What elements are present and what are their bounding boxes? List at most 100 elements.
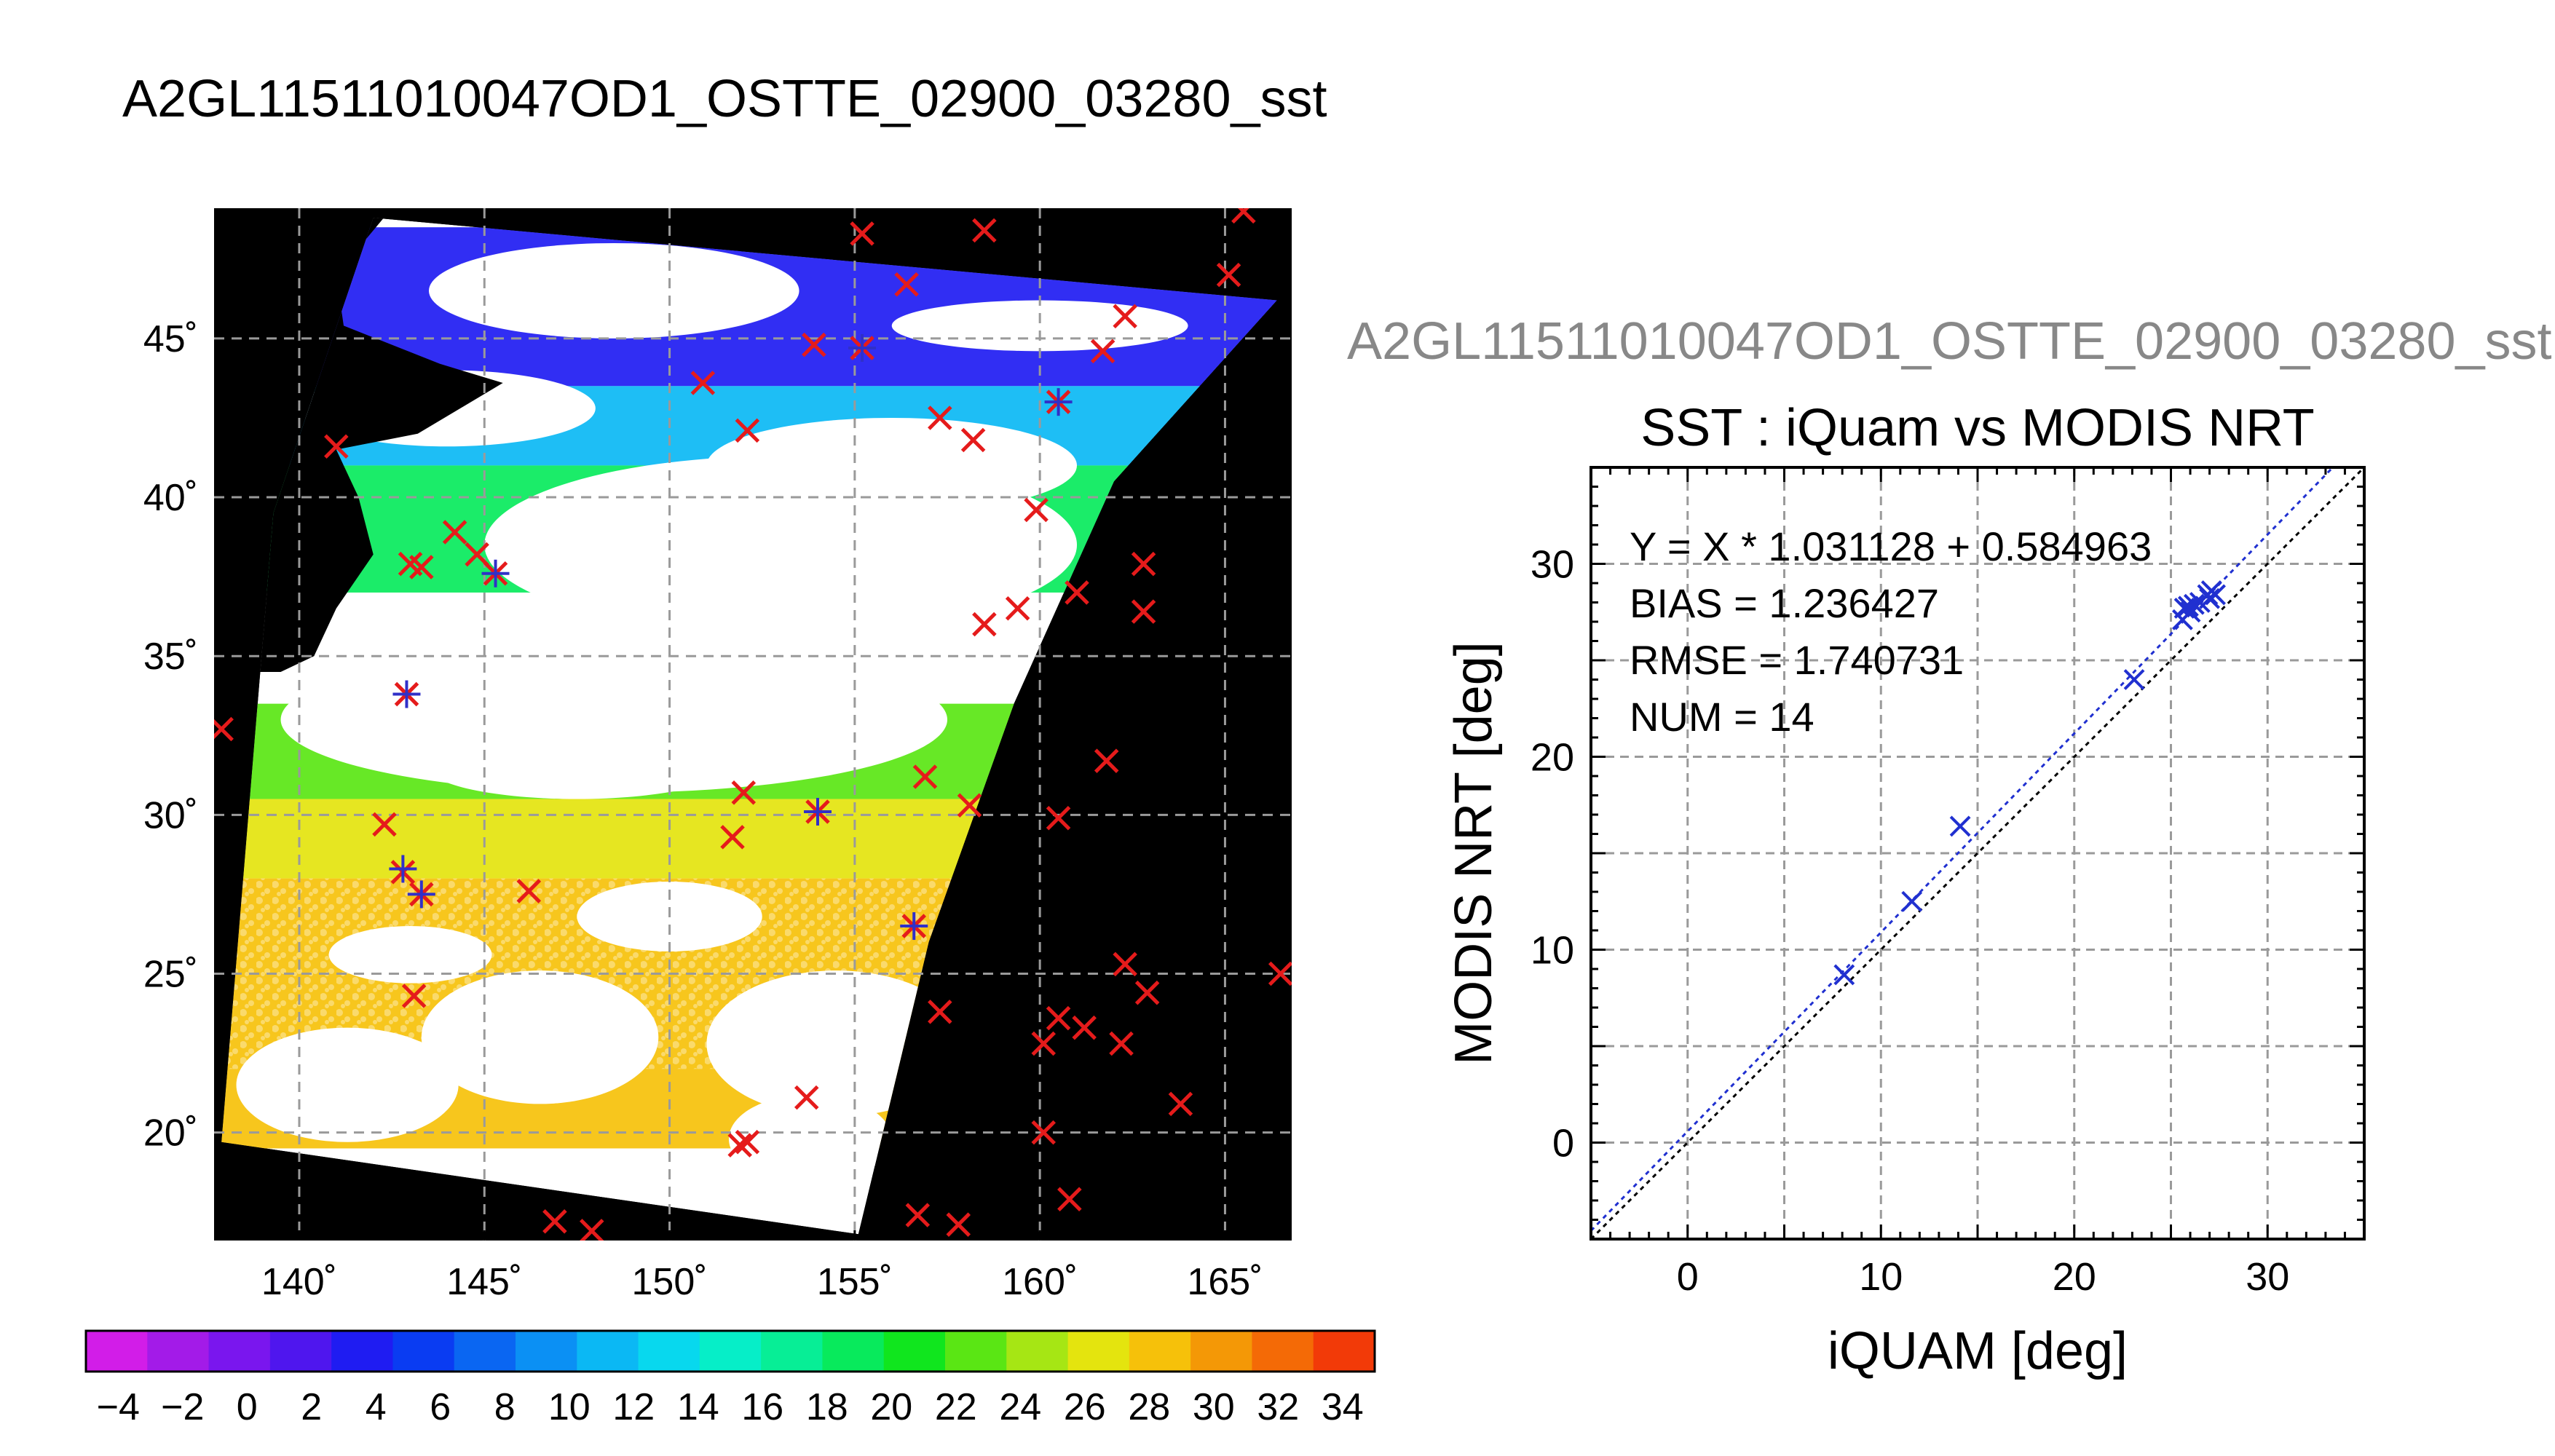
cloud-patch <box>521 545 966 704</box>
marker-stroke <box>409 555 434 579</box>
scatter-stat-annotation: NUM = 14 <box>1630 694 1814 740</box>
colorbar-tick-label: 26 <box>1064 1386 1106 1428</box>
overlay-title: A2GL11511010047OD1_OSTTE_02900_03280_sst <box>1347 312 2552 371</box>
marker-stroke <box>735 1129 760 1155</box>
scatter-x-tick-label: 20 <box>2053 1255 2096 1299</box>
marker-stroke <box>580 1219 604 1241</box>
marker-stroke <box>690 371 716 395</box>
matchup-marker <box>735 418 760 443</box>
marker-stroke <box>850 221 874 246</box>
marker-stroke <box>894 272 919 297</box>
point-stroke <box>1949 815 1971 837</box>
marker-stroke <box>928 405 952 430</box>
colorbar-tick-label: 20 <box>870 1386 912 1428</box>
matchup-marker <box>1109 1031 1134 1056</box>
point-stroke <box>2199 587 2221 609</box>
marker-stroke <box>735 418 760 443</box>
colorbar-tick-label: 14 <box>677 1386 719 1428</box>
point-stroke <box>1901 890 1923 912</box>
colorbar-tick-label: 8 <box>494 1386 516 1428</box>
matchup-marker <box>928 405 952 430</box>
colorbar-tick-label: 12 <box>612 1386 655 1428</box>
marker-stroke <box>1109 1031 1134 1056</box>
marker-stroke <box>912 764 938 789</box>
marker-stroke <box>731 780 757 805</box>
colorbar-segment <box>392 1331 455 1372</box>
marker-stroke <box>960 427 986 453</box>
cloud-patch <box>428 735 725 799</box>
matchup-marker <box>802 332 826 357</box>
marker-stroke <box>928 1000 952 1024</box>
matchup-marker <box>720 825 745 850</box>
matchup-marker <box>1031 1031 1057 1056</box>
colorbar-tick-label: 18 <box>806 1386 848 1428</box>
marker-stroke <box>1046 805 1071 831</box>
matchup-marker <box>1024 497 1049 523</box>
marker-stroke <box>1131 551 1156 577</box>
map-x-tick-label: 165˚ <box>1187 1261 1263 1303</box>
matchup-marker <box>1131 551 1156 577</box>
marker-stroke <box>401 984 427 1008</box>
marker-stroke <box>972 218 997 243</box>
marker-stroke <box>957 793 982 818</box>
used-matchup-marker <box>804 797 832 826</box>
used-matchup-marker <box>1044 388 1073 416</box>
marker-stroke <box>1268 961 1292 986</box>
scatter-y-tick-label: 20 <box>1531 736 1574 780</box>
marker-stroke <box>727 1133 752 1158</box>
colorbar-tick-label: 34 <box>1322 1386 1364 1428</box>
sst-swath <box>221 218 1277 1235</box>
marker-stroke <box>972 612 997 637</box>
matchup-marker <box>905 1203 931 1227</box>
scatter-x-axis-label: iQUAM [deg] <box>1828 1322 2128 1380</box>
marker-stroke <box>1231 208 1249 224</box>
scatter-stat-annotation: Y = X * 1.031128 + 0.584963 <box>1630 523 2152 569</box>
cloud-patch <box>891 300 1188 352</box>
matchup-marker <box>1065 580 1089 605</box>
marker-stroke <box>794 1085 819 1110</box>
marker-stroke <box>1046 1005 1071 1031</box>
colorbar-segment <box>945 1331 1007 1372</box>
colorbar-segment <box>1252 1331 1314 1372</box>
matchup-marker <box>1005 596 1030 621</box>
matchup-marker <box>727 1133 752 1158</box>
used-matchup-marker <box>389 855 417 883</box>
marker-stroke <box>1113 951 1137 977</box>
matchup-marker <box>579 1219 604 1241</box>
matchup-marker <box>409 555 434 579</box>
matchup-marker <box>928 1000 952 1024</box>
marker-stroke <box>1057 1187 1082 1212</box>
colorbar-tick-label: 28 <box>1128 1386 1170 1428</box>
scatter-point <box>2199 587 2221 609</box>
point-stroke <box>1833 964 1855 986</box>
matchup-marker <box>1134 980 1160 1005</box>
regression-fit-line <box>1591 467 2334 1232</box>
matchup-marker <box>401 984 427 1008</box>
matchup-marker <box>1113 304 1137 329</box>
used-matchup-marker <box>407 880 435 909</box>
point-stroke <box>2183 593 2205 615</box>
colorbar-segment <box>761 1331 823 1372</box>
matchup-marker <box>1046 1005 1071 1031</box>
scatter-x-tick-label: 10 <box>1859 1255 1903 1299</box>
scatter-y-tick-label: 30 <box>1531 543 1574 587</box>
colorbar-segment <box>822 1331 885 1372</box>
scatter-y-tick-label: 10 <box>1531 929 1574 973</box>
map-y-tick-label: 30˚ <box>143 794 198 836</box>
matchup-marker <box>442 520 467 545</box>
matchup-marker <box>957 793 982 818</box>
matchup-marker <box>912 764 938 789</box>
marker-stroke <box>214 716 234 740</box>
colorbar-tick-label: 2 <box>301 1386 322 1428</box>
map-x-tick-label: 150˚ <box>632 1261 708 1303</box>
colorbar-segment <box>454 1331 516 1372</box>
matchup-marker <box>794 1085 819 1110</box>
used-matchup-marker <box>392 680 421 708</box>
colorbar-segment <box>699 1331 762 1372</box>
colorbar-tick-label: 16 <box>741 1386 783 1428</box>
matchup-marker <box>516 879 542 903</box>
map-y-tick-label: 40˚ <box>143 477 198 519</box>
colorbar-segment <box>1006 1331 1069 1372</box>
used-matchup-marker <box>481 559 510 587</box>
point-stroke <box>2123 669 2145 690</box>
